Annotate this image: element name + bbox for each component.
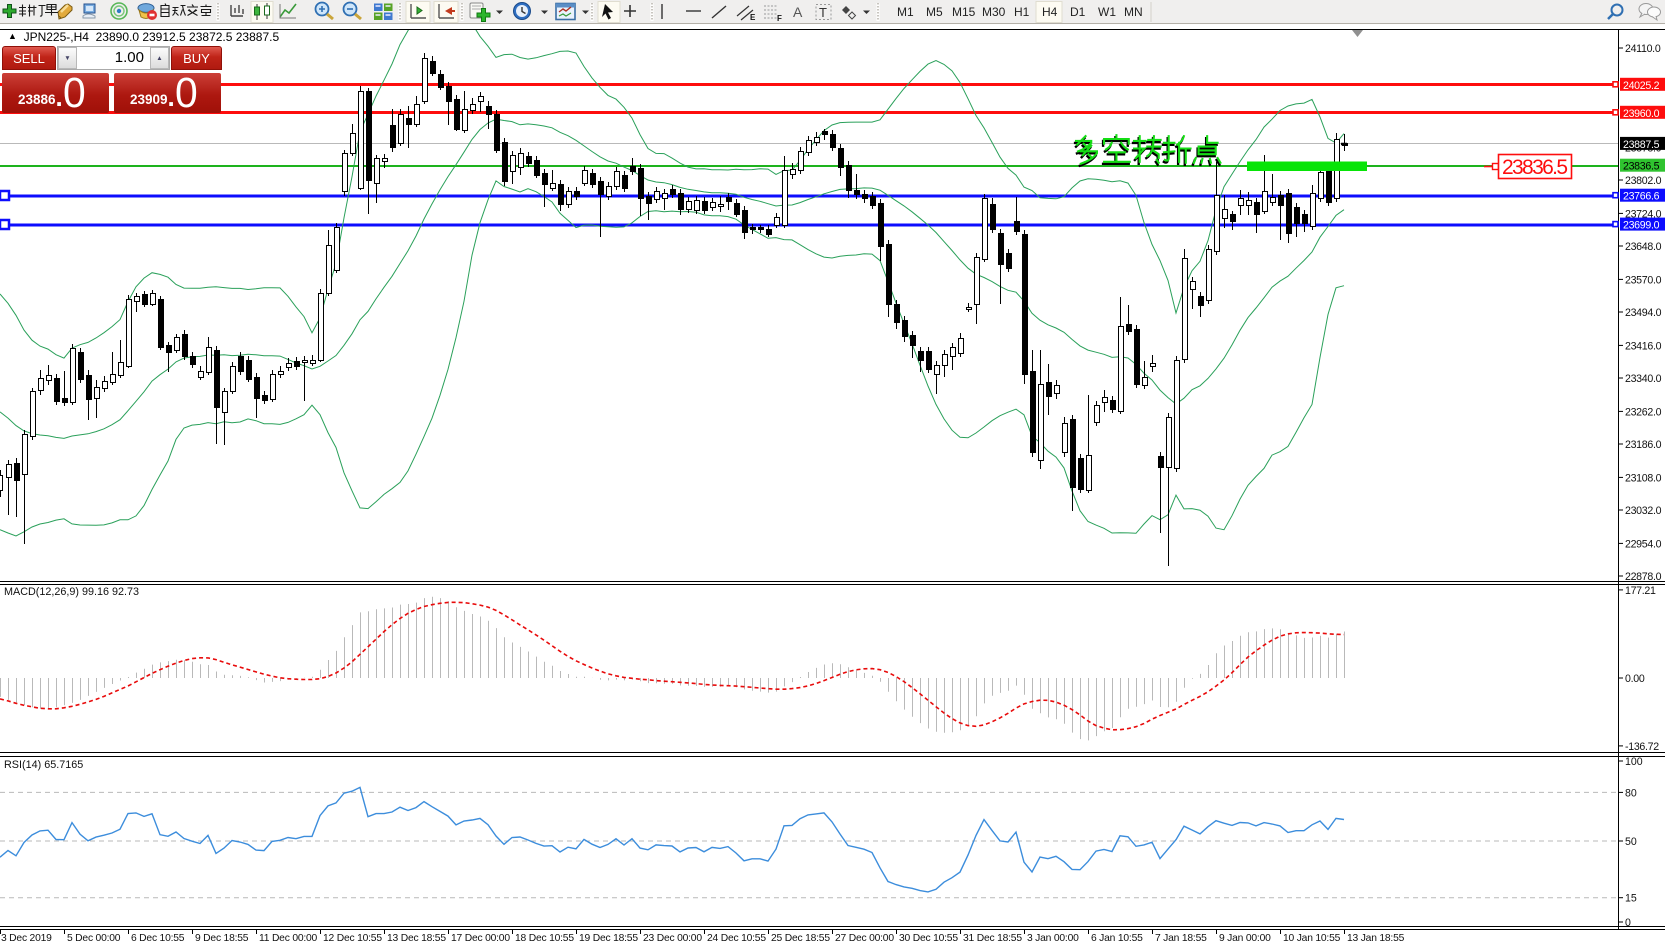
svg-text:24 Dec 10:55: 24 Dec 10:55 <box>707 933 766 943</box>
svg-text:23108.0: 23108.0 <box>1625 472 1662 484</box>
svg-text:23494.0: 23494.0 <box>1625 307 1662 319</box>
svg-text:31 Dec 18:55: 31 Dec 18:55 <box>963 933 1022 943</box>
svg-text:25 Dec 18:55: 25 Dec 18:55 <box>771 933 830 943</box>
svg-text:D1: D1 <box>1070 5 1086 19</box>
svg-text:23766.6: 23766.6 <box>1623 191 1660 203</box>
svg-text:23836.5: 23836.5 <box>1502 156 1568 179</box>
svg-text:24110.0: 24110.0 <box>1625 43 1661 55</box>
svg-text:23570.0: 23570.0 <box>1625 274 1662 286</box>
svg-text:MACD(12,26,9) 99.16 92.73: MACD(12,26,9) 99.16 92.73 <box>4 586 139 598</box>
svg-text:13 Jan 18:55: 13 Jan 18:55 <box>1347 933 1405 943</box>
svg-text:23802.0: 23802.0 <box>1625 175 1662 187</box>
svg-text:T: T <box>819 5 827 20</box>
svg-text:22878.0: 22878.0 <box>1625 571 1662 583</box>
svg-text:-136.72: -136.72 <box>1625 741 1659 753</box>
svg-text:18 Dec 10:55: 18 Dec 10:55 <box>515 933 574 943</box>
svg-text:9 Jan 00:00: 9 Jan 00:00 <box>1219 933 1271 943</box>
svg-text:E: E <box>750 13 756 22</box>
svg-text:13 Dec 18:55: 13 Dec 18:55 <box>387 933 446 943</box>
svg-text:15: 15 <box>1625 893 1637 905</box>
svg-text:M1: M1 <box>897 5 914 19</box>
svg-text:23262.0: 23262.0 <box>1625 406 1662 418</box>
svg-text:0: 0 <box>1625 917 1631 929</box>
svg-text:F: F <box>777 14 782 23</box>
svg-text:100: 100 <box>1625 756 1643 768</box>
svg-text:H1: H1 <box>1014 5 1030 19</box>
svg-text:5 Dec 00:00: 5 Dec 00:00 <box>67 933 121 943</box>
svg-text:23699.0: 23699.0 <box>1623 220 1660 232</box>
svg-text:23887.5: 23887.5 <box>1623 139 1660 151</box>
svg-text:9 Dec 18:55: 9 Dec 18:55 <box>195 933 249 943</box>
svg-text:0.00: 0.00 <box>1625 673 1645 685</box>
svg-text:17 Dec 00:00: 17 Dec 00:00 <box>451 933 510 943</box>
svg-text:6 Dec 10:55: 6 Dec 10:55 <box>131 933 185 943</box>
svg-text:6 Jan 10:55: 6 Jan 10:55 <box>1091 933 1143 943</box>
svg-text:23960.0: 23960.0 <box>1623 108 1660 120</box>
svg-text:23186.0: 23186.0 <box>1625 439 1662 451</box>
svg-text:10 Jan 10:55: 10 Jan 10:55 <box>1283 933 1341 943</box>
svg-text:3 Dec 2019: 3 Dec 2019 <box>1 933 52 943</box>
svg-text:12 Dec 10:55: 12 Dec 10:55 <box>323 933 382 943</box>
svg-text:30 Dec 10:55: 30 Dec 10:55 <box>899 933 958 943</box>
svg-text:M5: M5 <box>926 5 943 19</box>
svg-text:RSI(14) 65.7165: RSI(14) 65.7165 <box>4 759 83 771</box>
svg-text:MN: MN <box>1124 5 1143 19</box>
svg-text:23836.5: 23836.5 <box>1623 161 1660 173</box>
svg-text:27 Dec 00:00: 27 Dec 00:00 <box>835 933 894 943</box>
svg-text:11 Dec 00:00: 11 Dec 00:00 <box>259 933 318 943</box>
svg-text:H4: H4 <box>1042 5 1058 19</box>
svg-text:23416.0: 23416.0 <box>1625 340 1662 352</box>
svg-text:80: 80 <box>1625 787 1637 799</box>
svg-text:23 Dec 00:00: 23 Dec 00:00 <box>643 933 702 943</box>
svg-text:19 Dec 18:55: 19 Dec 18:55 <box>579 933 638 943</box>
svg-text:24025.2: 24025.2 <box>1623 80 1660 92</box>
svg-text:M15: M15 <box>952 5 976 19</box>
svg-text:22954.0: 22954.0 <box>1625 538 1662 550</box>
svg-text:23648.0: 23648.0 <box>1625 241 1662 253</box>
svg-text:M30: M30 <box>982 5 1006 19</box>
svg-text:A: A <box>793 4 803 20</box>
svg-text:23340.0: 23340.0 <box>1625 373 1662 385</box>
svg-text:23724.0: 23724.0 <box>1625 208 1662 220</box>
svg-text:50: 50 <box>1625 836 1637 848</box>
svg-text:W1: W1 <box>1098 5 1116 19</box>
svg-text:23032.0: 23032.0 <box>1625 505 1662 517</box>
svg-text:3 Jan 00:00: 3 Jan 00:00 <box>1027 933 1079 943</box>
svg-text:7 Jan 18:55: 7 Jan 18:55 <box>1155 933 1207 943</box>
svg-text:177.21: 177.21 <box>1625 585 1656 597</box>
